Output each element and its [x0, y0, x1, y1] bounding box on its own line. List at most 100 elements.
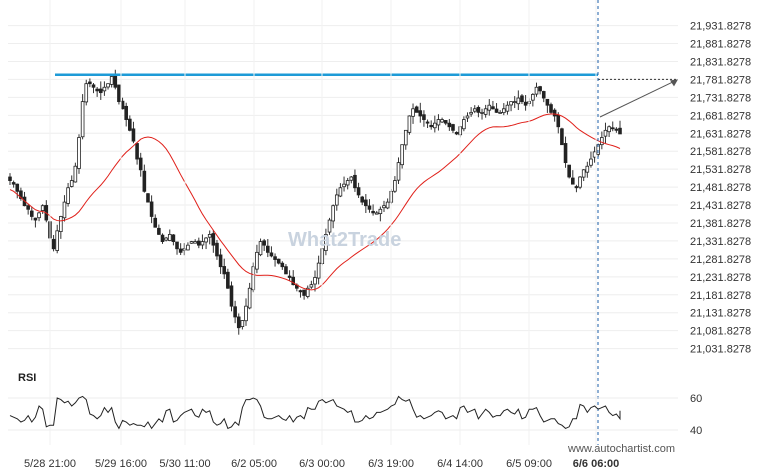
candle-body	[465, 115, 470, 119]
candle-body	[563, 143, 568, 164]
candle-body	[167, 234, 172, 241]
candle-body	[149, 201, 154, 217]
candle-body	[284, 266, 288, 275]
candle-body	[204, 237, 208, 243]
y-tick-label: 21,331.8278	[690, 236, 751, 248]
candle-body	[102, 86, 107, 92]
candle-body	[578, 176, 582, 188]
candle-body	[367, 205, 372, 210]
rsi-level-label: 40	[690, 425, 702, 437]
candle-body	[480, 111, 484, 114]
candle-body	[240, 320, 245, 328]
candle-body	[545, 98, 550, 106]
candle-body	[313, 277, 317, 285]
y-tick-label: 21,031.8278	[690, 344, 751, 356]
y-tick-label: 21,931.8278	[690, 21, 751, 33]
x-tick-label: 5/30 11:00	[159, 458, 210, 470]
candle-body	[233, 306, 237, 318]
x-tick-label: 6/2 05:00	[231, 458, 277, 470]
candle-body	[280, 262, 285, 268]
candle-body	[80, 101, 85, 138]
candle-body	[302, 289, 306, 296]
candle-body	[84, 83, 89, 103]
candle-body	[229, 285, 234, 307]
y-tick-label: 21,581.8278	[690, 146, 751, 158]
y-tick-label: 21,531.8278	[690, 164, 751, 176]
candle-body	[178, 248, 183, 253]
candle-body	[331, 205, 335, 222]
candle-body	[509, 101, 513, 106]
y-tick-label: 21,081.8278	[690, 326, 751, 338]
candle-body	[393, 180, 397, 192]
moving-average-line	[9, 113, 621, 291]
candle-body	[422, 114, 426, 120]
candle-body	[552, 109, 557, 117]
candle-body	[327, 219, 332, 233]
y-tick-label: 21,781.8278	[690, 74, 751, 86]
candle-body	[610, 127, 615, 130]
candle-body	[62, 201, 67, 219]
candle-body	[469, 111, 473, 115]
candle-body	[193, 241, 197, 244]
candle-body	[570, 177, 575, 185]
candle-body	[353, 174, 357, 189]
brand-watermark: What2Trade	[288, 229, 401, 251]
candle-body	[618, 127, 622, 135]
candle-body	[364, 199, 368, 207]
candle-body	[505, 104, 510, 112]
candle-body	[215, 242, 219, 257]
candle-body	[207, 234, 212, 238]
x-tick-label: 6/6 06:00	[573, 458, 619, 470]
candle-body	[244, 305, 248, 322]
candle-body	[603, 129, 608, 137]
rsi-panel: 60 40	[8, 393, 702, 437]
candle-body	[560, 128, 564, 146]
candle-body	[403, 129, 408, 146]
candle-body	[574, 186, 579, 189]
candle-body	[436, 119, 441, 126]
candle-body	[523, 101, 528, 106]
candle-body	[153, 217, 158, 228]
candle-body	[502, 108, 506, 114]
candle-body	[69, 180, 74, 187]
candle-body	[382, 205, 386, 209]
candle-body	[73, 165, 78, 183]
candle-body	[447, 122, 452, 128]
candle-body	[556, 114, 561, 128]
candle-body	[520, 95, 524, 103]
candle-body	[55, 230, 60, 251]
candle-body	[309, 284, 314, 288]
candle-body	[124, 105, 128, 120]
candle-body	[581, 169, 586, 178]
candle-body	[324, 234, 328, 252]
candle-body	[531, 94, 535, 101]
candle-body	[269, 252, 274, 257]
candle-body	[247, 287, 252, 309]
candle-body	[567, 164, 571, 178]
candle-body	[614, 128, 619, 131]
candle-body	[385, 201, 390, 209]
candle-body	[454, 132, 459, 135]
candle-body	[534, 86, 539, 95]
candle-body	[128, 118, 132, 131]
candle-body	[77, 137, 81, 169]
candle-body	[600, 137, 604, 146]
candle-body	[516, 97, 521, 105]
candle-body	[135, 143, 139, 160]
candle-body	[374, 212, 379, 215]
candle-body	[483, 108, 488, 115]
candle-body	[538, 86, 542, 92]
candle-body	[218, 254, 223, 268]
x-tick-label: 5/29 16:00	[95, 458, 147, 470]
candle-body	[157, 227, 161, 235]
candle-body	[360, 196, 365, 203]
candle-body	[443, 120, 448, 124]
candle-body	[113, 75, 118, 88]
candle-body	[585, 165, 590, 173]
candle-body	[66, 187, 70, 204]
candle-body	[95, 88, 99, 92]
candle-body	[236, 316, 241, 329]
candle-body	[37, 212, 41, 219]
candle-body	[356, 187, 361, 196]
